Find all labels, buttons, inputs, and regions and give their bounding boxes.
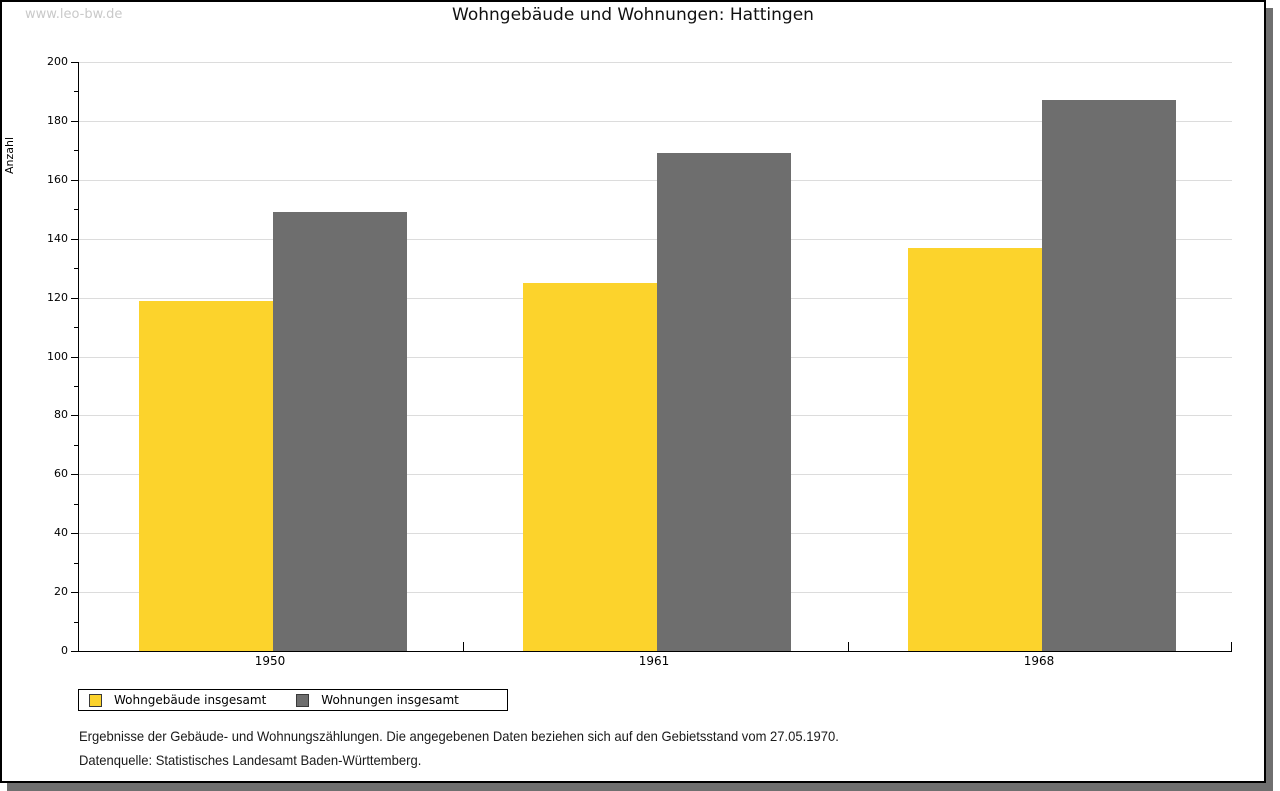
y-tick-20 (71, 592, 78, 593)
y-tick-30 (74, 563, 78, 564)
footnote-line1: Ergebnisse der Gebäude- und Wohnungszähl… (79, 728, 839, 744)
chart-title: Wohngebäude und Wohnungen: Hattingen (452, 5, 814, 25)
gridline-160 (79, 180, 1232, 181)
x-tick-1 (463, 642, 464, 651)
y-tick-120 (71, 298, 78, 299)
y-tick-label-60: 60 (54, 467, 68, 480)
legend-item-wohngebaeude: Wohngebäude insgesamt (89, 693, 266, 707)
y-tick-10 (74, 622, 78, 623)
y-tick-label-0: 0 (61, 644, 68, 657)
y-tick-100 (71, 357, 78, 358)
y-tick-label-120: 120 (47, 291, 68, 304)
y-tick-160 (71, 180, 78, 181)
y-tick-60 (71, 474, 78, 475)
y-tick-150 (74, 209, 78, 210)
y-tick-40 (71, 533, 78, 534)
chart-window: www.leo-bw.de Wohngebäude und Wohnungen:… (0, 0, 1266, 783)
legend-swatch-yellow (89, 693, 102, 707)
gridline-180 (79, 121, 1232, 122)
site-watermark: www.leo-bw.de (25, 7, 123, 22)
legend: Wohngebäude insgesamt Wohnungen insgesam… (78, 689, 508, 711)
y-tick-label-180: 180 (47, 114, 68, 127)
x-label-1968: 1968 (1023, 654, 1055, 668)
y-tick-label-80: 80 (54, 408, 68, 421)
plot-area (78, 62, 1232, 652)
bar-1961-wohngebaeude (523, 283, 657, 651)
footnote-line2: Datenquelle: Statistisches Landesamt Bad… (79, 752, 422, 768)
y-tick-0 (71, 651, 78, 652)
bar-1968-wohngebaeude (908, 248, 1042, 651)
bar-1950-wohnungen (273, 212, 407, 651)
legend-label: Wohnungen insgesamt (321, 693, 459, 707)
y-tick-label-100: 100 (47, 350, 68, 363)
y-tick-label-20: 20 (54, 585, 68, 598)
y-tick-110 (74, 327, 78, 328)
gridline-200 (79, 62, 1232, 63)
y-tick-label-200: 200 (47, 55, 68, 68)
x-label-1950: 1950 (254, 654, 286, 668)
y-tick-130 (74, 268, 78, 269)
y-tick-200 (71, 62, 78, 63)
gridline-140 (79, 239, 1232, 240)
y-tick-80 (71, 415, 78, 416)
y-tick-140 (71, 239, 78, 240)
y-tick-70 (74, 445, 78, 446)
x-tick-3 (1231, 642, 1232, 651)
y-tick-90 (74, 386, 78, 387)
y-tick-170 (74, 150, 78, 151)
y-tick-label-140: 140 (47, 232, 68, 245)
x-tick-2 (848, 642, 849, 651)
y-tick-50 (74, 504, 78, 505)
legend-item-wohnungen: Wohnungen insgesamt (296, 693, 459, 707)
legend-swatch-gray (296, 693, 310, 707)
y-tick-180 (71, 121, 78, 122)
bar-1968-wohnungen (1042, 100, 1176, 651)
y-tick-label-40: 40 (54, 526, 68, 539)
y-tick-190 (74, 91, 78, 92)
y-tick-label-160: 160 (47, 173, 68, 186)
bar-1961-wohnungen (657, 153, 791, 651)
bar-1950-wohngebaeude (139, 301, 273, 651)
legend-label: Wohngebäude insgesamt (114, 693, 267, 707)
x-label-1961: 1961 (638, 654, 670, 668)
